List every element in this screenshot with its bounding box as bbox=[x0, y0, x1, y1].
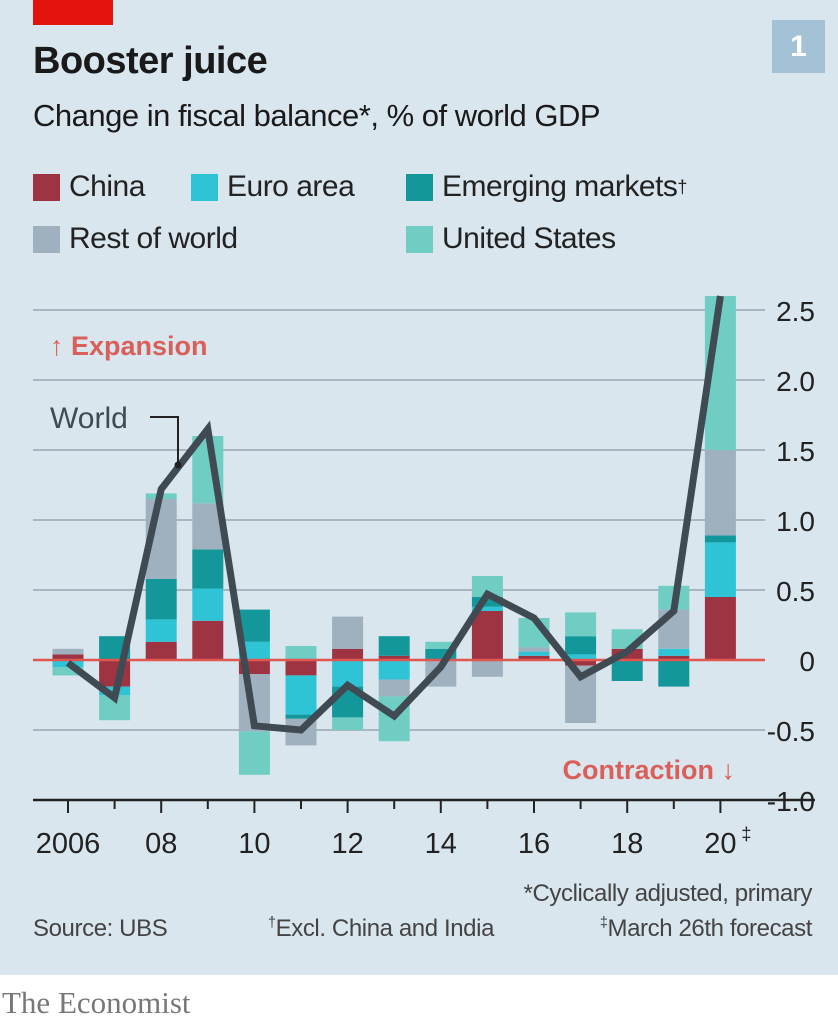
x-tick-label: 16 bbox=[518, 828, 550, 860]
economist-red-tag bbox=[33, 0, 113, 25]
legend-dagger-mark: † bbox=[677, 176, 687, 197]
x-tick-label: 10 bbox=[238, 828, 270, 860]
bar-united-states-2010 bbox=[238, 731, 270, 775]
bar-euro-area-2015 bbox=[471, 606, 503, 611]
bar-china-2015 bbox=[471, 611, 503, 660]
bar-euro-area-2016 bbox=[518, 651, 550, 656]
footnote-forecast-text: March 26th forecast bbox=[607, 915, 813, 942]
x-tick-label: 14 bbox=[425, 828, 457, 860]
bar-china-2019 bbox=[658, 655, 690, 660]
y-tick-label: 0 bbox=[799, 646, 815, 677]
chart-subtitle: Change in fiscal balance*, % of world GD… bbox=[33, 98, 601, 133]
forecast-mark: ‡ bbox=[741, 824, 751, 844]
bar-euro-area-2011 bbox=[285, 675, 317, 715]
bar-emerging-markets-2017 bbox=[565, 636, 597, 655]
bar-china-2008 bbox=[145, 641, 177, 660]
bar-euro-area-2020 bbox=[704, 542, 736, 597]
y-tick-label: 2.5 bbox=[776, 296, 815, 327]
contraction-label: Contraction ↓ bbox=[563, 755, 736, 785]
bar-euro-area-2019 bbox=[658, 648, 690, 656]
bar-united-states-2006 bbox=[52, 667, 84, 676]
bar-emerging-markets-2009 bbox=[192, 549, 224, 589]
bar-euro-area-2017 bbox=[565, 654, 597, 660]
x-tick-label: 18 bbox=[611, 828, 643, 860]
footnote-cyclically-adjusted: *Cyclically adjusted, primary bbox=[523, 880, 813, 907]
legend-item-emerging-markets: Emerging markets † bbox=[406, 170, 687, 204]
bar-euro-area-2008 bbox=[145, 619, 177, 642]
legend-label-rest-of-world: Rest of world bbox=[69, 222, 238, 255]
legend-swatch-china bbox=[33, 173, 60, 201]
legend-label-emerging-markets: Emerging markets bbox=[442, 170, 678, 203]
x-tick-label: 08 bbox=[145, 828, 177, 860]
bar-rest-of-world-2006 bbox=[52, 648, 84, 655]
bar-emerging-markets-2011 bbox=[285, 714, 317, 719]
bar-emerging-markets-2015 bbox=[471, 597, 503, 607]
legend-label-euro-area: Euro area bbox=[227, 170, 355, 203]
expansion-label: ↑ Expansion bbox=[50, 331, 208, 361]
y-tick-label: -0.5 bbox=[767, 716, 815, 747]
world-line-label: World bbox=[50, 402, 128, 435]
bar-united-states-2014 bbox=[425, 641, 457, 649]
chart-plot: 2.5 2.0 1.5 1.0 0.5 0 -0.5 -1.0 World ↑ Expansion… bbox=[33, 295, 815, 860]
double-dagger-mark: ‡ bbox=[599, 915, 608, 931]
legend-swatch-united-states bbox=[406, 225, 433, 253]
y-tick-label: -1.0 bbox=[767, 786, 815, 817]
bar-china-2017 bbox=[565, 660, 597, 666]
legend-label-united-states: United States bbox=[442, 222, 616, 255]
bar-emerging-markets-2008 bbox=[145, 578, 177, 620]
bar-emerging-markets-2014 bbox=[425, 648, 457, 660]
chart-title: Booster juice bbox=[33, 40, 268, 82]
bar-emerging-markets-2020 bbox=[704, 535, 736, 543]
bar-united-states-2017 bbox=[565, 612, 597, 637]
source-label: Source: UBS bbox=[33, 915, 168, 942]
y-tick-label: 0.5 bbox=[776, 576, 815, 607]
x-tick-label: 12 bbox=[331, 828, 363, 860]
legend-label-china: China bbox=[69, 170, 145, 203]
bar-china-2016 bbox=[518, 655, 550, 660]
y-tick-label: 1.5 bbox=[776, 436, 815, 467]
footnote-forecast: ‡March 26th forecast bbox=[599, 915, 813, 943]
bar-emerging-markets-2018 bbox=[611, 660, 643, 681]
footnote-excl-china-india: †Excl. China and India bbox=[268, 915, 494, 943]
bar-china-2020 bbox=[704, 597, 736, 660]
y-tick-label: 2.0 bbox=[776, 366, 815, 397]
chart-panel: 1 Booster juice Change in fiscal balance… bbox=[0, 0, 838, 975]
bar-euro-area-2013 bbox=[378, 660, 410, 680]
legend-item-china: China bbox=[33, 170, 145, 204]
legend: China Euro area Emerging markets † Rest o… bbox=[33, 170, 793, 270]
legend-item-rest-of-world: Rest of world bbox=[33, 222, 238, 256]
bar-rest-of-world-2020 bbox=[704, 450, 736, 536]
world-label-dot bbox=[174, 461, 182, 469]
bar-united-states-2012 bbox=[332, 717, 364, 730]
bar-euro-area-2009 bbox=[192, 588, 224, 621]
legend-swatch-emerging-markets bbox=[406, 173, 433, 201]
legend-item-euro-area: Euro area bbox=[191, 170, 355, 204]
bar-rest-of-world-2015 bbox=[471, 660, 503, 677]
x-tick-label: 20 bbox=[704, 828, 736, 860]
footnote-excl-text: Excl. China and India bbox=[275, 915, 495, 942]
bar-china-2006 bbox=[52, 654, 84, 660]
legend-swatch-rest-of-world bbox=[33, 225, 60, 253]
bar-china-2009 bbox=[192, 620, 224, 660]
legend-item-united-states: United States bbox=[406, 222, 616, 256]
bar-united-states-2011 bbox=[285, 646, 317, 660]
world-line bbox=[65, 295, 724, 734]
bar-china-2011 bbox=[285, 660, 317, 676]
bar-emerging-markets-2013 bbox=[378, 636, 410, 656]
bar-rest-of-world-2012 bbox=[332, 616, 364, 649]
bar-rest-of-world-2016 bbox=[518, 647, 550, 652]
y-tick-label: 1.0 bbox=[776, 506, 815, 537]
bar-emerging-markets-2019 bbox=[658, 660, 690, 687]
chart-number-badge: 1 bbox=[772, 20, 825, 73]
x-tick-label: 2006 bbox=[36, 828, 101, 860]
bar-china-2012 bbox=[332, 648, 364, 660]
bar-rest-of-world-2013 bbox=[378, 679, 410, 697]
legend-swatch-euro-area bbox=[191, 173, 218, 201]
world-label-leader bbox=[150, 416, 179, 465]
bar-china-2013 bbox=[378, 655, 410, 660]
bar-united-states-2015 bbox=[471, 576, 503, 597]
dagger-mark: † bbox=[268, 915, 276, 931]
economist-brand: The Economist bbox=[2, 985, 191, 1020]
bar-emerging-markets-2010 bbox=[238, 609, 270, 642]
